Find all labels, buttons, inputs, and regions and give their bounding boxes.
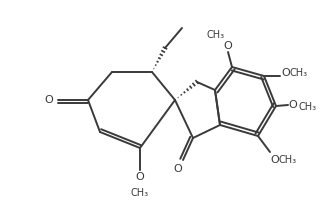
Text: CH₃: CH₃	[279, 155, 297, 165]
Text: CH₃: CH₃	[207, 30, 225, 40]
Text: CH₃: CH₃	[290, 68, 308, 78]
Text: O: O	[271, 155, 279, 165]
Text: O: O	[174, 164, 182, 174]
Text: O: O	[136, 172, 144, 182]
Text: O: O	[282, 68, 290, 78]
Text: O: O	[224, 41, 232, 51]
Text: CH₃: CH₃	[299, 102, 317, 112]
Text: CH₃: CH₃	[131, 188, 149, 198]
Text: O: O	[45, 95, 53, 105]
Text: O: O	[289, 100, 297, 110]
